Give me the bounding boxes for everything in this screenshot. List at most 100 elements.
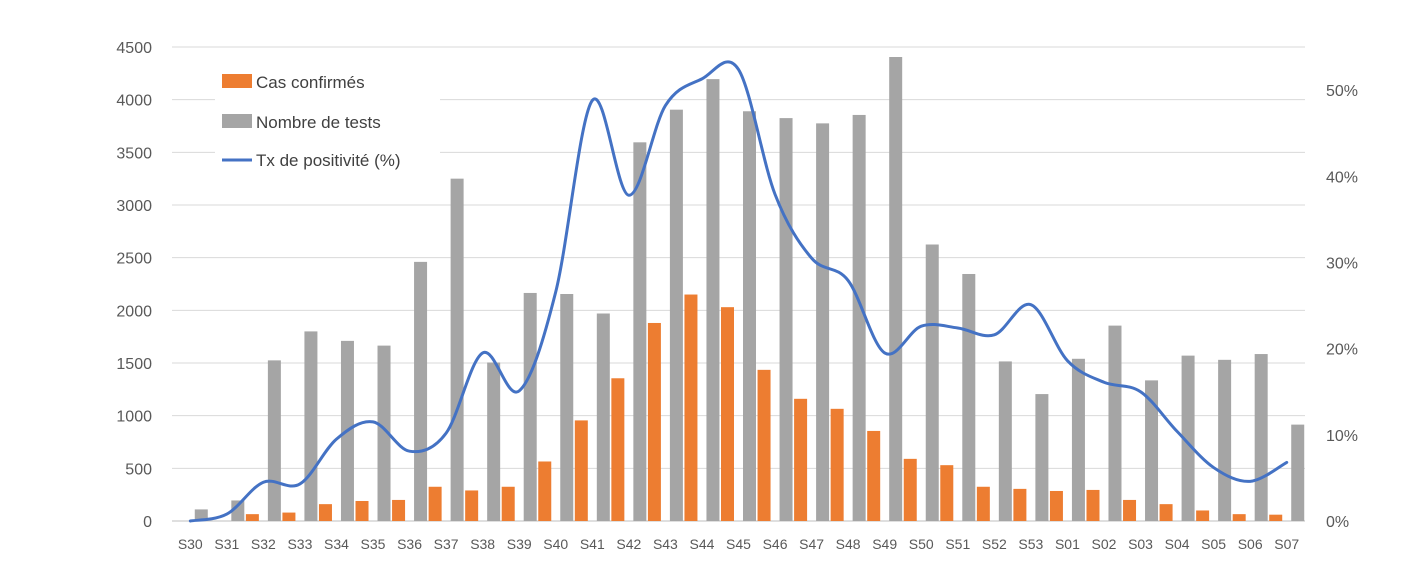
x-tick-label: S48 bbox=[836, 536, 861, 552]
legend-background bbox=[215, 62, 440, 184]
left-tick-label: 4000 bbox=[116, 93, 152, 110]
bar-cas-confirmes-s44 bbox=[684, 294, 698, 521]
bar-cas-confirmes-s01 bbox=[1049, 490, 1063, 521]
x-tick-label: S39 bbox=[507, 536, 532, 552]
x-tick-label: S53 bbox=[1018, 536, 1043, 552]
x-tick-label: S37 bbox=[434, 536, 459, 552]
bar-nombre-de-tests-s47 bbox=[816, 123, 830, 521]
bar-cas-confirmes-s32 bbox=[245, 514, 259, 521]
legend-label-tx-positivite: Tx de positivité (%) bbox=[256, 151, 401, 170]
bar-nombre-de-tests-s33 bbox=[304, 331, 318, 521]
legend-swatch-nombre-de-tests bbox=[222, 114, 252, 128]
x-tick-label: S46 bbox=[763, 536, 788, 552]
bar-cas-confirmes-s50 bbox=[903, 458, 917, 521]
bar-cas-confirmes-s35 bbox=[355, 500, 369, 521]
x-tick-label: S03 bbox=[1128, 536, 1153, 552]
bar-cas-confirmes-s41 bbox=[574, 420, 588, 521]
left-tick-label: 2000 bbox=[116, 303, 152, 320]
left-tick-label: 4500 bbox=[116, 40, 152, 57]
bar-cas-confirmes-s45 bbox=[721, 307, 734, 521]
bar-cas-confirmes-s36 bbox=[392, 499, 406, 521]
bar-cas-confirmes-s03 bbox=[1123, 499, 1137, 521]
x-tick-label: S34 bbox=[324, 536, 349, 552]
x-tick-label: S45 bbox=[726, 536, 751, 552]
bar-nombre-de-tests-s07 bbox=[1291, 424, 1305, 521]
right-tick-label: 40% bbox=[1326, 169, 1358, 186]
bar-nombre-de-tests-s32 bbox=[267, 360, 281, 521]
left-tick-label: 2500 bbox=[116, 251, 152, 268]
bar-nombre-de-tests-s51 bbox=[962, 273, 976, 521]
legend-label-cas-confirmes: Cas confirmés bbox=[256, 73, 365, 92]
bar-cas-confirmes-s47 bbox=[794, 398, 808, 521]
bar-nombre-de-tests-s52 bbox=[998, 361, 1012, 521]
x-tick-label: S07 bbox=[1274, 536, 1299, 552]
bar-nombre-de-tests-s02 bbox=[1108, 325, 1122, 521]
bar-nombre-de-tests-s05 bbox=[1218, 359, 1232, 521]
bar-nombre-de-tests-s06 bbox=[1254, 354, 1268, 521]
x-tick-label: S43 bbox=[653, 536, 678, 552]
right-axis-ticks: 0% 10% 20% 30% 40% 50% bbox=[1326, 83, 1358, 531]
x-tick-label: S33 bbox=[287, 536, 312, 552]
positivity-line bbox=[188, 60, 1289, 523]
x-tick-label: S36 bbox=[397, 536, 422, 552]
x-tick-label: S02 bbox=[1092, 536, 1117, 552]
bar-nombre-de-tests-s30 bbox=[194, 509, 208, 521]
bar-cas-confirmes-s07 bbox=[1269, 514, 1283, 521]
x-tick-label: S05 bbox=[1201, 536, 1226, 552]
bar-nombre-de-tests-s37 bbox=[450, 178, 464, 521]
bar-cas-confirmes-s43 bbox=[647, 322, 661, 521]
bar-cas-confirmes-s05 bbox=[1196, 510, 1210, 521]
bar-cas-confirmes-s51 bbox=[940, 465, 954, 521]
bar-cas-confirmes-s39 bbox=[501, 486, 515, 521]
bar-nombre-de-tests-s53 bbox=[1035, 394, 1049, 521]
bar-cas-confirmes-s53 bbox=[1013, 488, 1027, 521]
bar-cas-confirmes-s42 bbox=[611, 378, 625, 521]
bar-nombre-de-tests-s04 bbox=[1181, 355, 1195, 521]
left-tick-label: 1500 bbox=[116, 356, 152, 373]
x-tick-label: S47 bbox=[799, 536, 824, 552]
bar-cas-confirmes-s02 bbox=[1086, 489, 1100, 521]
bar-cas-confirmes-s52 bbox=[976, 486, 990, 521]
left-tick-label: 0 bbox=[143, 514, 152, 531]
bar-nombre-de-tests-s46 bbox=[779, 118, 793, 521]
right-tick-label: 10% bbox=[1326, 428, 1358, 445]
bar-cas-confirmes-s34 bbox=[318, 504, 332, 521]
bar-nombre-de-tests-s40 bbox=[560, 294, 574, 521]
bar-nombre-de-tests-s39 bbox=[523, 292, 537, 521]
left-tick-label: 3500 bbox=[116, 145, 152, 162]
x-tick-label: S50 bbox=[909, 536, 934, 552]
bar-nombre-de-tests-s01 bbox=[1071, 358, 1085, 521]
left-axis-ticks: 0 500 1000 1500 2000 2500 3000 3500 4000 4500 bbox=[116, 40, 152, 531]
bar-nombre-de-tests-s35 bbox=[377, 345, 391, 521]
bar-nombre-de-tests-s31 bbox=[231, 500, 245, 521]
bar-cas-confirmes-s49 bbox=[867, 430, 881, 521]
right-tick-label: 50% bbox=[1326, 83, 1358, 100]
right-tick-label: 30% bbox=[1326, 255, 1358, 272]
bar-nombre-de-tests-s38 bbox=[487, 362, 501, 521]
legend: Cas confirmés Nombre de tests Tx de posi… bbox=[215, 62, 440, 184]
x-tick-label: S42 bbox=[616, 536, 641, 552]
bar-cas-confirmes-s04 bbox=[1159, 504, 1173, 521]
x-axis-ticks: S30 S31 S32 S33 S34 S35 S36 S37 S38 S39 S40 S41 S42 S… bbox=[178, 536, 1300, 552]
x-tick-label: S04 bbox=[1165, 536, 1190, 552]
bar-nombre-de-tests-s49 bbox=[889, 57, 903, 522]
x-tick-label: S01 bbox=[1055, 536, 1080, 552]
x-tick-label: S41 bbox=[580, 536, 605, 552]
legend-swatch-cas-confirmes bbox=[222, 74, 252, 88]
bar-cas-confirmes-s37 bbox=[428, 486, 442, 521]
bar-cas-confirmes-s48 bbox=[830, 408, 844, 521]
bar-nombre-de-tests-s41 bbox=[596, 313, 610, 521]
bar-nombre-de-tests-s42 bbox=[633, 142, 647, 521]
bars bbox=[194, 57, 1305, 522]
legend-label-nombre-de-tests: Nombre de tests bbox=[256, 113, 381, 132]
left-tick-label: 500 bbox=[125, 461, 152, 478]
bar-cas-confirmes-s06 bbox=[1232, 514, 1246, 521]
bar-nombre-de-tests-s03 bbox=[1145, 380, 1159, 521]
bar-cas-confirmes-s33 bbox=[282, 512, 296, 521]
x-tick-label: S49 bbox=[872, 536, 897, 552]
positivity-line-path bbox=[188, 60, 1289, 523]
bar-cas-confirmes-s46 bbox=[757, 369, 771, 521]
x-tick-label: S44 bbox=[689, 536, 714, 552]
x-tick-label: S30 bbox=[178, 536, 203, 552]
